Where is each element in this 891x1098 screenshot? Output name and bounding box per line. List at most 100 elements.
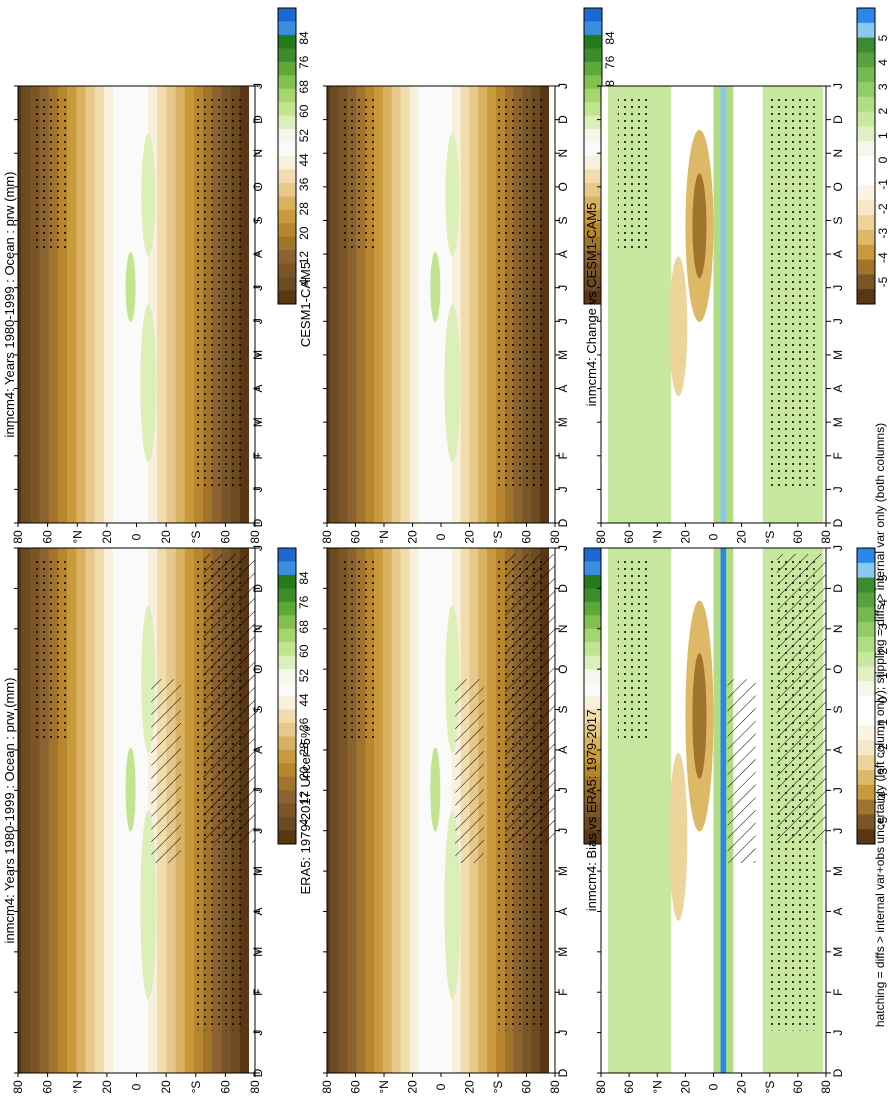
colorbar-swatch — [857, 185, 875, 201]
colorbar-swatch — [584, 102, 602, 117]
colorbar-swatch — [857, 651, 875, 667]
colorbar-swatch — [857, 289, 875, 305]
plot-area — [327, 86, 549, 523]
colorbar-swatch — [857, 141, 875, 157]
y-tick-label: 80 — [548, 530, 562, 544]
y-tick-label: 80 — [819, 530, 833, 544]
x-tick-label: A — [831, 250, 845, 258]
x-tick-label: A — [556, 907, 570, 915]
colorbar-label: 3 — [876, 623, 890, 630]
colorbar-label: 84 — [297, 31, 311, 45]
panel-title: CESM1-CAM5 — [298, 262, 313, 347]
y-tick-label: 0 — [707, 1083, 721, 1090]
x-tick-label: F — [251, 452, 265, 459]
colorbar-label: 2 — [876, 648, 890, 655]
colorbar-swatch — [278, 115, 296, 130]
colorbar-label: 76 — [297, 595, 311, 609]
panel-title: ERA5: 1979-2017 Uncer=5% — [298, 726, 313, 894]
y-tick-label: 80 — [594, 530, 608, 544]
x-tick-label: A — [251, 907, 265, 915]
colorbar-swatch — [857, 67, 875, 83]
colorbar-swatch — [584, 263, 602, 278]
colorbar-label: 5 — [876, 34, 890, 41]
colorbar-label: -4 — [876, 252, 890, 263]
colorbar-swatch — [278, 763, 296, 778]
chart-panel-4: D J F M A M J J A S O N D J 80 60 °N 20 0 20 °S 60 80 CESM1-CAM… — [298, 7, 617, 544]
colorbar-swatch — [278, 548, 296, 562]
y-tick-label: 80 — [548, 1080, 562, 1094]
y-tick-label: °S — [763, 531, 777, 544]
colorbar-label: 1 — [876, 132, 890, 139]
colorbar-swatch — [584, 48, 602, 63]
colorbar-label: 1 — [876, 672, 890, 679]
x-tick-label: M — [556, 417, 570, 427]
stippling — [35, 96, 70, 249]
colorbar-swatch — [278, 263, 296, 278]
colorbar-swatch — [857, 230, 875, 246]
colorbar-swatch — [278, 156, 296, 170]
colorbar-label: 12 — [297, 251, 311, 265]
colorbar-swatch — [584, 642, 602, 657]
x-tick-label: O — [556, 665, 570, 674]
value-band — [720, 86, 727, 523]
colorbar-swatch — [278, 574, 296, 589]
stippling — [498, 96, 544, 490]
colorbar-swatch — [278, 48, 296, 63]
plot-area — [601, 548, 826, 1073]
x-tick-label: J — [556, 787, 570, 793]
x-tick-label: O — [556, 182, 570, 191]
moist-region — [445, 134, 460, 257]
colorbar-label: -3 — [876, 228, 890, 239]
plot-area — [601, 86, 826, 523]
x-tick-label: M — [831, 417, 845, 427]
footer-note: hatching = diffs > internal var+obs unce… — [873, 423, 887, 1027]
y-tick-label: 20 — [735, 1080, 749, 1094]
colorbar-swatch — [278, 142, 296, 157]
colorbar-swatch — [278, 722, 296, 737]
colorbar-label: -1 — [876, 179, 890, 190]
colorbar-swatch — [278, 615, 296, 630]
colorbar-swatch — [584, 615, 602, 630]
x-tick-label: N — [831, 149, 845, 158]
x-tick-label: J — [831, 787, 845, 793]
colorbar-label: 36 — [297, 177, 311, 191]
y-tick-label: 80 — [11, 1080, 25, 1094]
y-tick-label: °N — [70, 1080, 84, 1093]
y-tick-label: 60 — [622, 530, 636, 544]
x-tick-label: S — [831, 216, 845, 224]
y-tick-label: °N — [70, 530, 84, 543]
colorbar-swatch — [278, 682, 296, 697]
x-tick-label: F — [556, 452, 570, 459]
x-tick-label: M — [556, 350, 570, 360]
x-tick-label: F — [251, 989, 265, 996]
colorbar-swatch — [857, 8, 875, 24]
colorbar-swatch — [857, 607, 875, 623]
panel-title: inmcm4: Years 1980-1999 : Ocean : prw (m… — [2, 172, 17, 438]
x-tick-label: F — [556, 989, 570, 996]
moist-region — [141, 134, 156, 257]
y-tick-label: 80 — [320, 530, 334, 544]
y-tick-label: 0 — [130, 533, 144, 540]
x-tick-label: D — [831, 115, 845, 124]
colorbar-swatch — [584, 548, 602, 562]
y-tick-label: 20 — [159, 1080, 173, 1094]
x-tick-label: J — [556, 828, 570, 834]
colorbar-swatch — [857, 592, 875, 608]
colorbar-swatch — [278, 709, 296, 724]
colorbar-label: 12 — [297, 791, 311, 805]
x-tick-label: O — [831, 182, 845, 191]
colorbar-swatch — [278, 169, 296, 184]
colorbar-swatch — [278, 830, 296, 845]
colorbar-swatch — [584, 709, 602, 724]
moist-region — [140, 304, 157, 462]
colorbar-label: -2 — [876, 743, 890, 754]
plot-area — [18, 86, 249, 523]
x-tick-label: D — [556, 1068, 570, 1077]
colorbar-swatch — [584, 736, 602, 751]
x-tick-label: N — [556, 149, 570, 158]
colorbar-label: 0 — [876, 696, 890, 703]
colorbar-swatch — [278, 561, 296, 576]
colorbar-swatch — [278, 8, 296, 22]
x-tick-label: J — [251, 545, 265, 551]
